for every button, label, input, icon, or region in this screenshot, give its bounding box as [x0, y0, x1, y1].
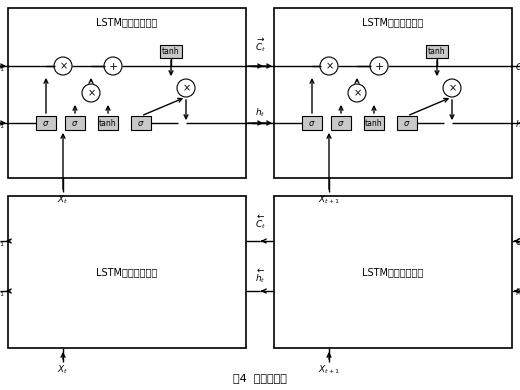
- Text: $\overrightarrow{C_{t+1}}$: $\overrightarrow{C_{t+1}}$: [515, 56, 520, 74]
- Text: $X_t$: $X_t$: [57, 194, 69, 206]
- Text: $\overleftarrow{C_{t-1}}$: $\overleftarrow{C_{t-1}}$: [0, 231, 5, 249]
- Text: $\overrightarrow{h_{t-1}}$: $\overrightarrow{h_{t-1}}$: [0, 113, 5, 131]
- Bar: [65, 116, 85, 130]
- Circle shape: [320, 57, 338, 75]
- Text: 图4  编码端结构: 图4 编码端结构: [233, 373, 287, 383]
- Bar: [426, 44, 448, 57]
- Text: $X_{t+1}$: $X_{t+1}$: [318, 364, 340, 376]
- Text: $X_t$: $X_t$: [57, 364, 69, 376]
- Text: $\times$: $\times$: [59, 61, 68, 71]
- Text: $\times$: $\times$: [86, 88, 96, 98]
- Bar: [397, 116, 417, 130]
- Bar: [131, 116, 151, 130]
- Text: $\overleftarrow{h_t}$: $\overleftarrow{h_t}$: [255, 268, 265, 285]
- Text: tanh: tanh: [365, 119, 383, 128]
- Bar: [274, 8, 512, 178]
- Text: LSTM前向传播单元: LSTM前向传播单元: [362, 17, 424, 27]
- Text: $\sigma$: $\sigma$: [403, 119, 411, 128]
- Bar: [8, 196, 246, 348]
- Circle shape: [82, 84, 100, 102]
- Bar: [98, 116, 118, 130]
- Circle shape: [177, 79, 195, 97]
- Text: $h_t$: $h_t$: [255, 106, 265, 119]
- Text: $\overleftarrow{C_{t+1}}$: $\overleftarrow{C_{t+1}}$: [515, 231, 520, 249]
- Text: $X_{t+1}$: $X_{t+1}$: [318, 194, 340, 206]
- Text: LSTM反向传播单元: LSTM反向传播单元: [96, 267, 158, 277]
- Text: $\times$: $\times$: [448, 83, 457, 93]
- Circle shape: [54, 57, 72, 75]
- Text: $\sigma$: $\sigma$: [137, 119, 145, 128]
- Text: tanh: tanh: [99, 119, 117, 128]
- Circle shape: [348, 84, 366, 102]
- Text: $\overrightarrow{C_t}$: $\overrightarrow{C_t}$: [254, 37, 266, 54]
- Bar: [364, 116, 384, 130]
- Text: tanh: tanh: [162, 46, 180, 55]
- Bar: [331, 116, 351, 130]
- Text: $+$: $+$: [374, 60, 384, 71]
- Text: $\overleftarrow{h_{t-1}}$: $\overleftarrow{h_{t-1}}$: [0, 281, 5, 299]
- Text: $+$: $+$: [108, 60, 118, 71]
- Text: $\overleftarrow{C_t}$: $\overleftarrow{C_t}$: [254, 213, 266, 231]
- Text: $\sigma$: $\sigma$: [42, 119, 50, 128]
- Text: tanh: tanh: [428, 46, 446, 55]
- Text: $\overrightarrow{h_{t+1}}$: $\overrightarrow{h_{t+1}}$: [515, 113, 520, 131]
- Text: $\overrightarrow{C_{t-1}}$: $\overrightarrow{C_{t-1}}$: [0, 56, 5, 74]
- Text: $\sigma$: $\sigma$: [71, 119, 79, 128]
- Bar: [160, 44, 182, 57]
- Text: $\times$: $\times$: [324, 61, 333, 71]
- Text: $\sigma$: $\sigma$: [337, 119, 345, 128]
- Text: $\times$: $\times$: [353, 88, 361, 98]
- Text: $\times$: $\times$: [181, 83, 190, 93]
- Bar: [36, 116, 56, 130]
- Text: $\sigma$: $\sigma$: [308, 119, 316, 128]
- Text: $\overleftarrow{h_{t+1}}$: $\overleftarrow{h_{t+1}}$: [515, 281, 520, 299]
- Text: LSTM前向传播单元: LSTM前向传播单元: [96, 17, 158, 27]
- Circle shape: [370, 57, 388, 75]
- Bar: [302, 116, 322, 130]
- Bar: [8, 8, 246, 178]
- Text: LSTM反向传播单元: LSTM反向传播单元: [362, 267, 424, 277]
- Circle shape: [104, 57, 122, 75]
- Bar: [274, 196, 512, 348]
- Circle shape: [443, 79, 461, 97]
